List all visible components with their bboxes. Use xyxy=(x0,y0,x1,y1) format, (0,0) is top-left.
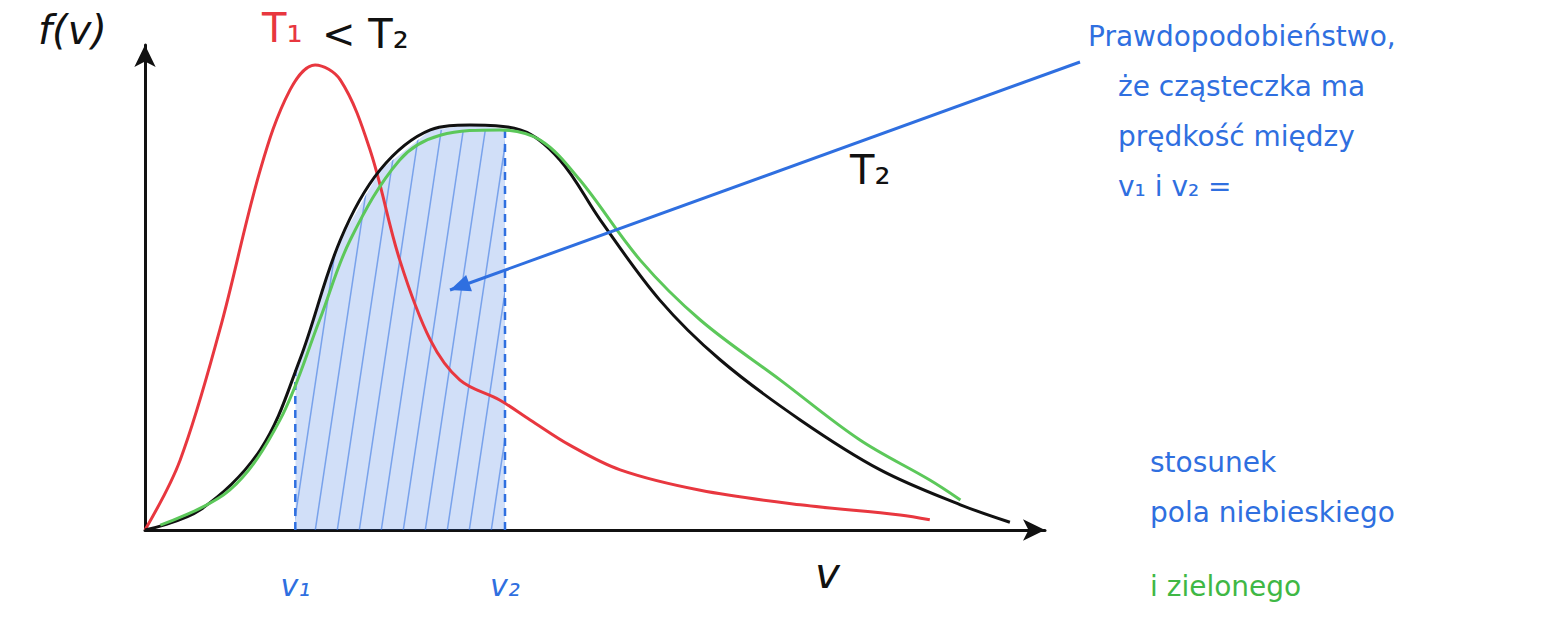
svg-text:T₂: T₂ xyxy=(849,147,890,193)
svg-text:< T₂: < T₂ xyxy=(322,11,409,57)
svg-text:Prawdopodobieństwo,: Prawdopodobieństwo, xyxy=(1088,20,1396,53)
svg-text:T₁: T₁ xyxy=(261,5,302,51)
svg-text:v₁: v₁ xyxy=(280,568,310,603)
svg-text:stosunek: stosunek xyxy=(1150,446,1277,479)
svg-text:że cząsteczka ma: że cząsteczka ma xyxy=(1118,70,1365,103)
svg-text:v₁ i v₂ =: v₁ i v₂ = xyxy=(1118,170,1232,203)
svg-text:v₂: v₂ xyxy=(490,568,520,603)
svg-text:prędkość między: prędkość między xyxy=(1118,120,1355,153)
svg-text:f(v): f(v) xyxy=(38,7,107,53)
svg-text:v: v xyxy=(815,549,841,598)
svg-text:pola niebieskiego: pola niebieskiego xyxy=(1150,496,1395,529)
svg-text:i zielonego: i zielonego xyxy=(1150,570,1301,603)
